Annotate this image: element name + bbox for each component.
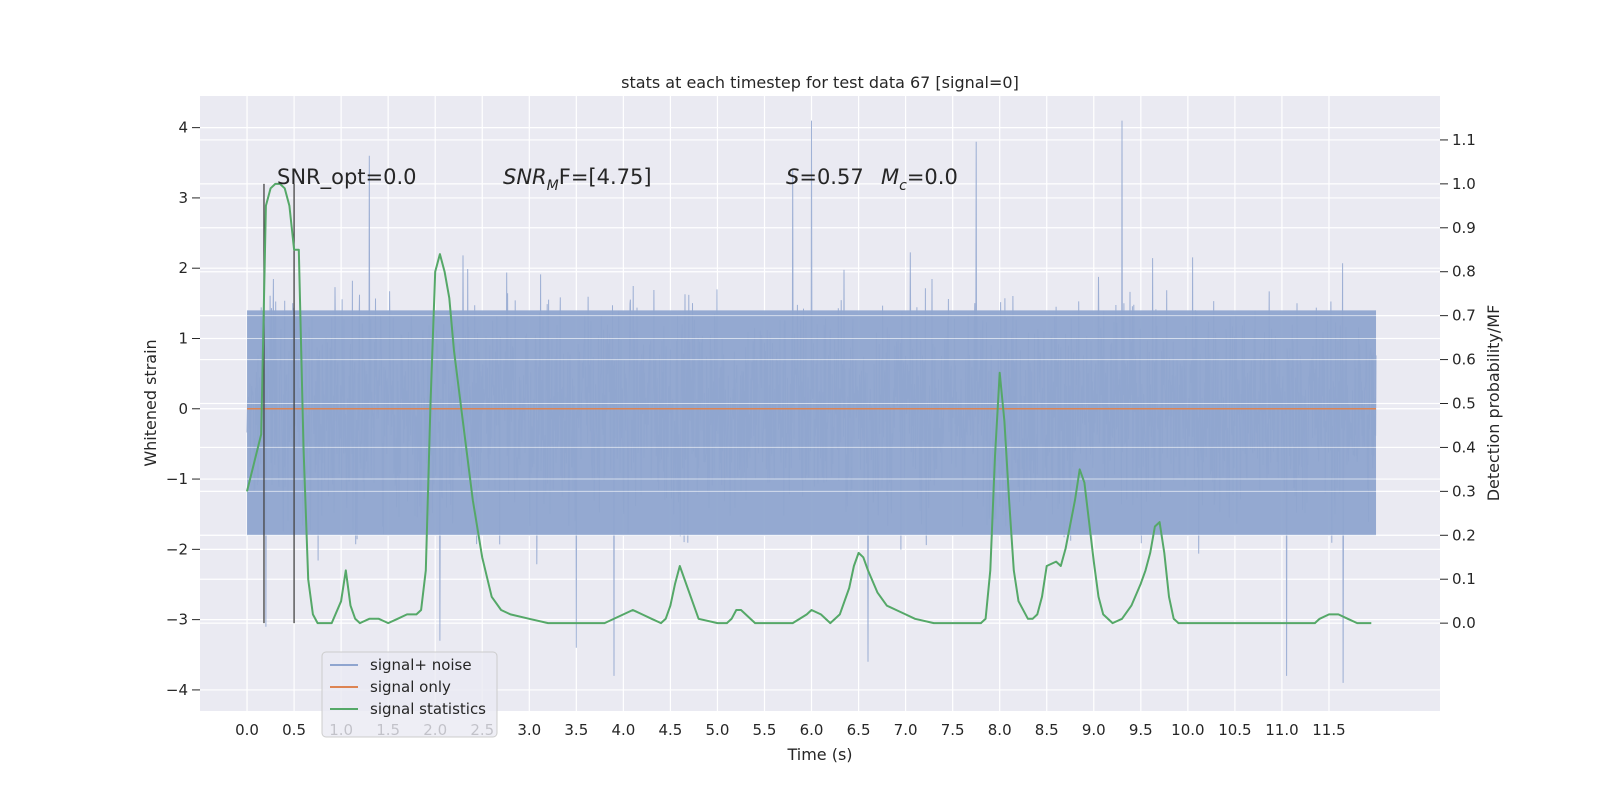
right-tick-label: 0.3 <box>1452 482 1476 500</box>
x-axis-label: Time (s) <box>786 745 852 764</box>
chart-title: stats at each timestep for test data 67 … <box>621 73 1019 92</box>
y-tick-label: 1 <box>178 329 188 347</box>
x-tick-label: 8.5 <box>1035 721 1059 739</box>
x-tick-label: 9.5 <box>1129 721 1153 739</box>
legend-label-signal-only: signal only <box>370 678 451 696</box>
x-tick-label: 6.0 <box>800 721 824 739</box>
x-tick-label: 11.5 <box>1312 721 1345 739</box>
snr-mf-subscript: M <box>547 178 559 194</box>
right-tick-label: 0.2 <box>1452 526 1476 544</box>
right-tick-label: 0.9 <box>1452 219 1476 237</box>
annotation-mc: Mc=0.0 <box>881 165 958 194</box>
x-tick-label: 8.0 <box>988 721 1012 739</box>
annotation-snr-mf: SNRMF=[4.75] <box>503 165 652 194</box>
series-signal-plus-noise <box>200 120 1440 683</box>
x-tick-label: 0.0 <box>235 721 259 739</box>
x-tick-label: 4.0 <box>611 721 635 739</box>
annotation-snr-opt: SNR_opt=0.0 <box>277 165 417 190</box>
y-tick-label: 2 <box>178 259 188 277</box>
right-tick-label: 1.1 <box>1452 131 1476 149</box>
statistics-line <box>246 182 1372 625</box>
y-tick-label: −4 <box>166 681 188 699</box>
y-tick-label: 0 <box>178 400 188 418</box>
x-tick-label: 10.5 <box>1218 721 1251 739</box>
x-tick-label: 6.5 <box>847 721 871 739</box>
y-tick-label: 3 <box>178 189 188 207</box>
right-axis-label: Detection probability/MF <box>1484 305 1503 502</box>
series-signal-statistics <box>246 182 1372 625</box>
y-tick-label: 4 <box>178 119 188 137</box>
x-tick-label: 9.0 <box>1082 721 1106 739</box>
y-tick-label: −2 <box>166 540 188 558</box>
y-tick-label: −3 <box>166 611 188 629</box>
s-stat-italic: S <box>786 165 799 189</box>
x-tick-label: 4.5 <box>658 721 682 739</box>
x-tick-label: 10.0 <box>1171 721 1204 739</box>
x-tick-label: 7.0 <box>894 721 918 739</box>
noise-core-band <box>247 310 1377 536</box>
y-axis-ticks: −4 −3 −2 −1 0 1 2 3 4 <box>166 119 200 699</box>
snr-mf-italic: SNR <box>503 165 547 189</box>
x-tick-label: 11.0 <box>1265 721 1298 739</box>
x-tick-label: 3.5 <box>564 721 588 739</box>
right-tick-label: 0.8 <box>1452 263 1476 281</box>
right-tick-label: 0.1 <box>1452 570 1476 588</box>
y-axis-label: Whitened strain <box>141 339 160 466</box>
legend: signal+ noise signal only signal statist… <box>321 651 498 738</box>
x-tick-label: 5.5 <box>753 721 777 739</box>
snr-mf-tail: F=[4.75] <box>559 165 652 189</box>
legend-frame <box>321 651 498 738</box>
annotation-s-stat: S=0.57 <box>786 165 864 189</box>
right-tick-label: 0.6 <box>1452 351 1476 369</box>
right-tick-label: 0.5 <box>1452 395 1476 413</box>
right-tick-label: 0.0 <box>1452 614 1476 632</box>
x-tick-label: 3.0 <box>517 721 541 739</box>
y-tick-label: −1 <box>166 470 188 488</box>
s-stat-tail: =0.57 <box>799 165 863 189</box>
legend-label-signal-noise: signal+ noise <box>370 656 472 674</box>
x-tick-label: 7.5 <box>941 721 965 739</box>
right-axis-ticks: 0.0 0.1 0.2 0.3 0.4 0.5 0.6 0.7 0.8 0.9 1.0 1.1 <box>1440 131 1476 632</box>
right-tick-label: 0.7 <box>1452 307 1476 325</box>
right-tick-label: 0.4 <box>1452 438 1476 456</box>
right-tick-label: 1.0 <box>1452 175 1476 193</box>
x-tick-label: 0.5 <box>282 721 306 739</box>
mc-italic: M <box>881 165 899 189</box>
mc-tail: =0.0 <box>907 165 958 189</box>
x-tick-label: 5.0 <box>706 721 730 739</box>
legend-label-signal-statistics: signal statistics <box>370 700 486 718</box>
mc-subscript: c <box>899 178 907 194</box>
